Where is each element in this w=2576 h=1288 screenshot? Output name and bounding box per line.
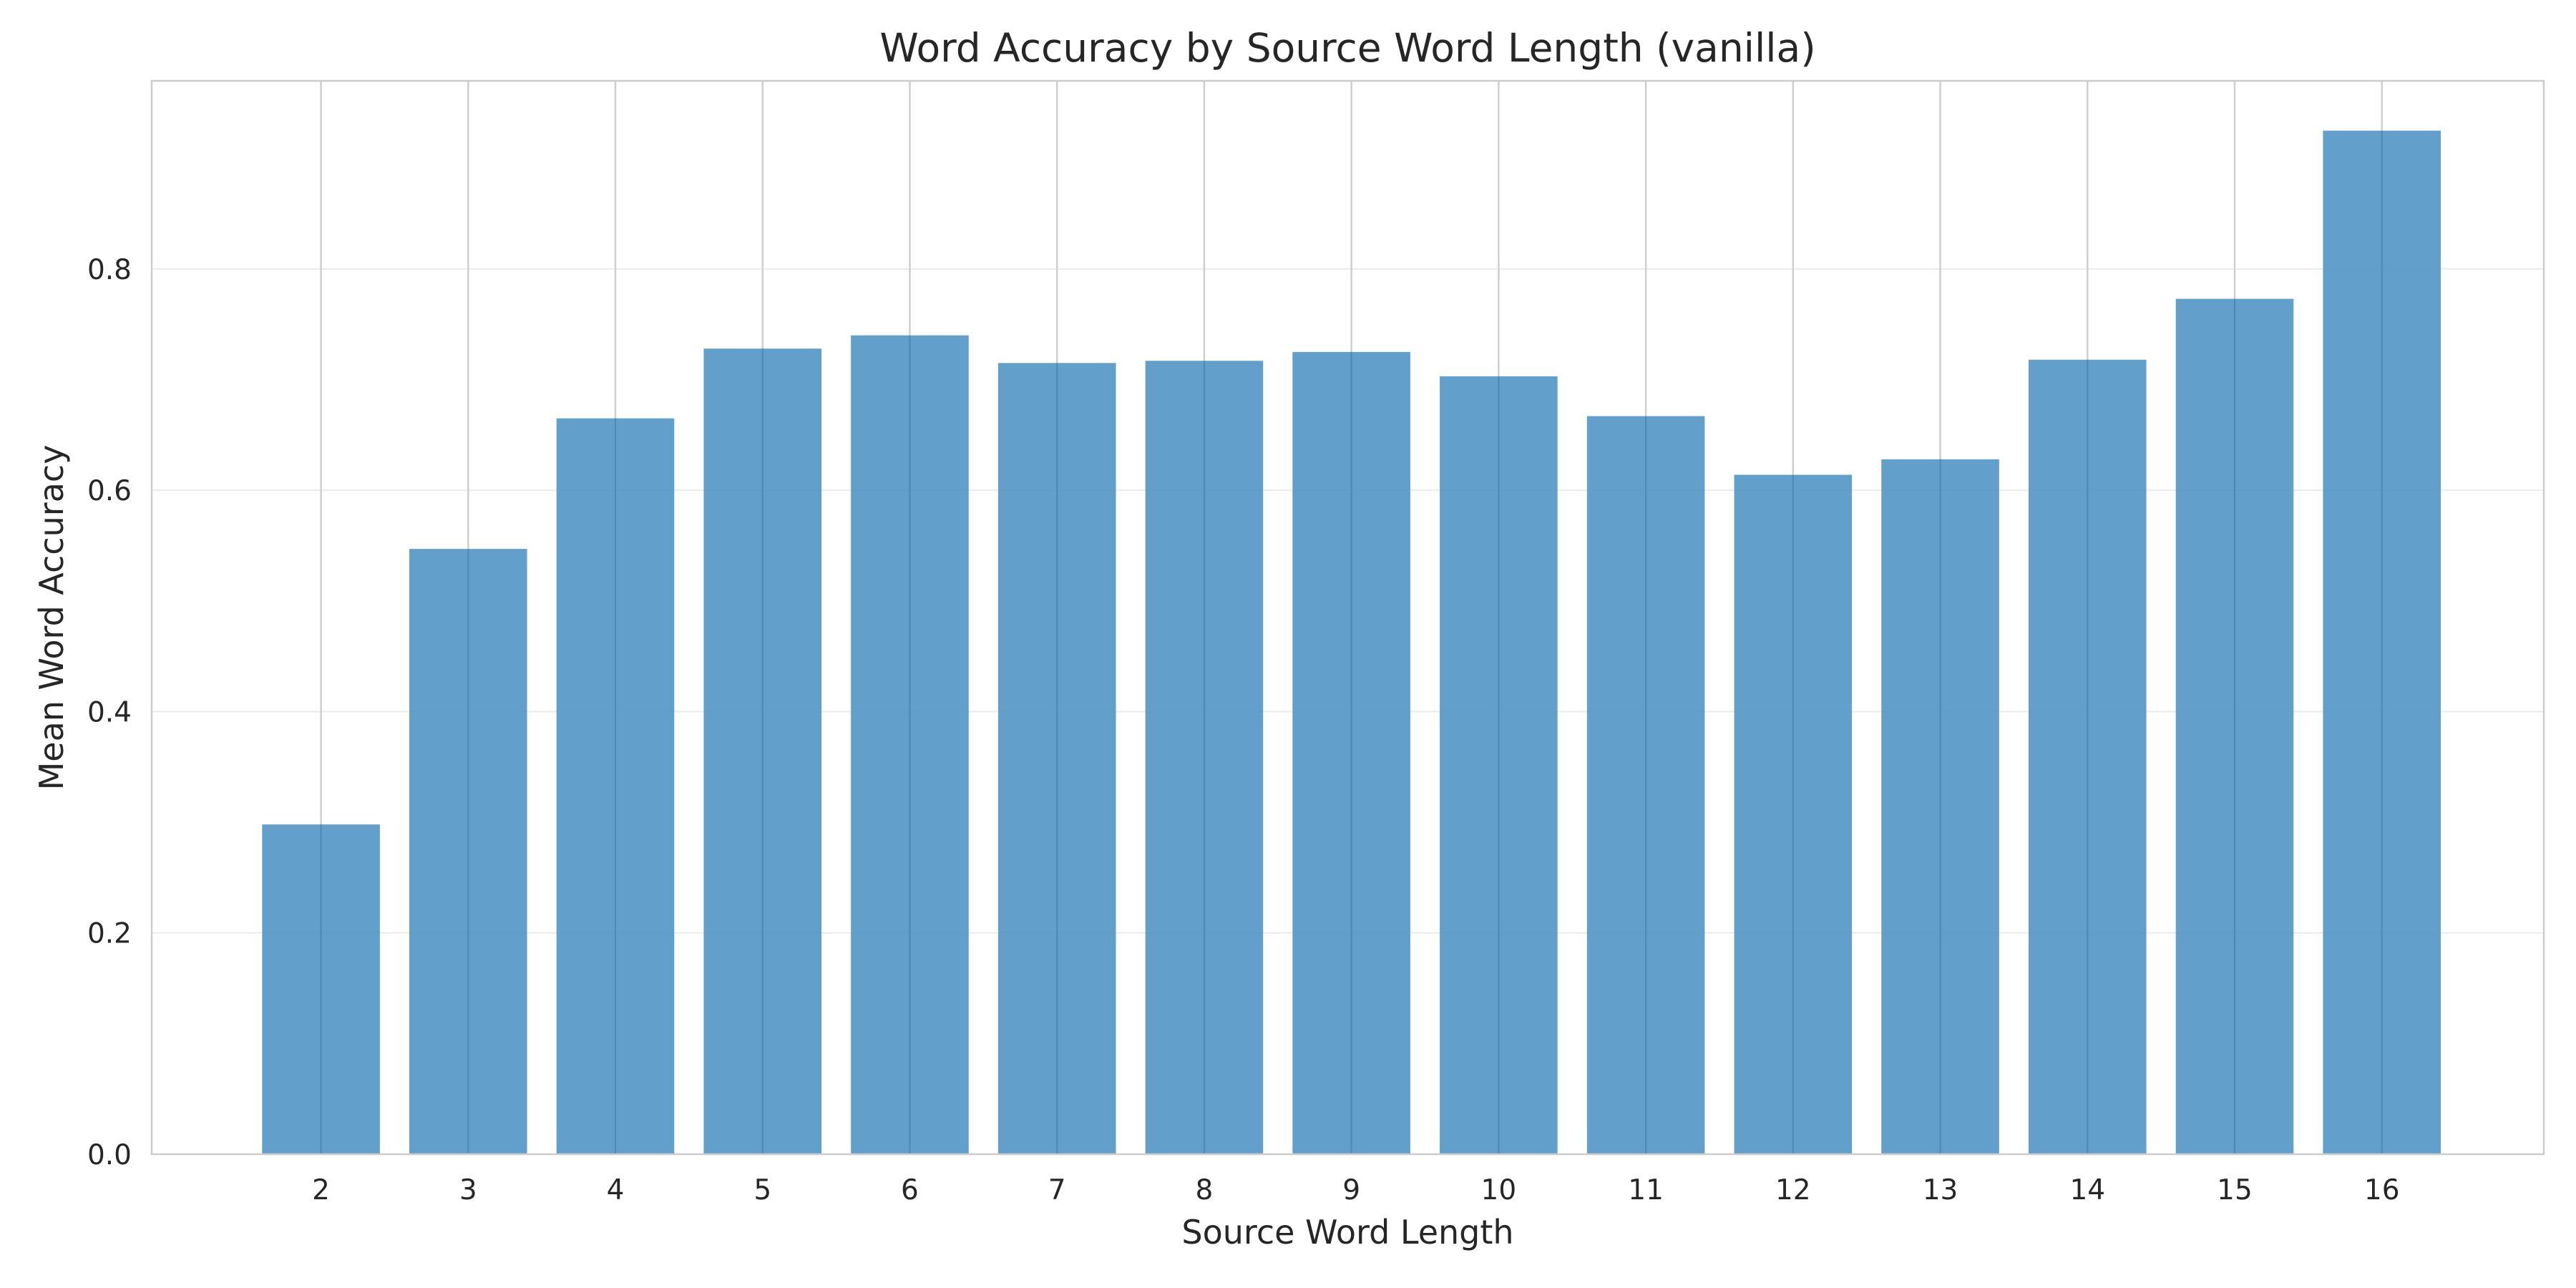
x-tick-label: 15 <box>2217 1174 2253 1206</box>
x-tick-labels: 2 3 4 5 6 7 8 9 10 11 12 13 14 15 16 <box>312 1174 2399 1206</box>
x-tick-label: 4 <box>607 1174 625 1206</box>
x-tick-label: 7 <box>1048 1174 1066 1206</box>
bar <box>2175 298 2294 1154</box>
bar <box>1734 474 1853 1154</box>
x-tick-label: 12 <box>1775 1174 1811 1206</box>
x-tick-label: 13 <box>1923 1174 1958 1206</box>
bar <box>1145 361 1264 1155</box>
x-tick-label: 10 <box>1481 1174 1517 1206</box>
bar <box>1440 376 1558 1154</box>
x-tick-label: 2 <box>312 1174 330 1206</box>
x-tick-label: 3 <box>459 1174 477 1206</box>
bar <box>997 363 1116 1155</box>
y-tick-label: 0.2 <box>87 918 132 950</box>
bar <box>409 549 527 1154</box>
y-tick-label: 0.6 <box>87 475 132 507</box>
bars <box>262 130 2441 1155</box>
plot-frame <box>150 79 2545 1156</box>
x-tick-label: 14 <box>2069 1174 2105 1206</box>
x-axis-label: Source Word Length <box>1181 1213 1513 1252</box>
bar <box>2028 359 2147 1155</box>
bar <box>1881 459 1999 1154</box>
x-tick-label: 16 <box>2364 1174 2400 1206</box>
y-tick-label: 0.0 <box>87 1139 132 1171</box>
x-tick-label: 8 <box>1196 1174 1214 1206</box>
y-axis-label: Mean Word Accuracy <box>32 445 71 791</box>
x-gridlines-overlay <box>320 130 2383 1154</box>
x-tick-label: 5 <box>753 1174 771 1206</box>
x-tick-label: 9 <box>1342 1174 1360 1206</box>
y-tick-label: 0.4 <box>87 696 132 728</box>
bar <box>556 418 675 1155</box>
bar <box>2323 130 2441 1154</box>
x-tick-label: 11 <box>1628 1174 1664 1206</box>
bar <box>703 348 822 1154</box>
bar <box>851 335 969 1154</box>
x-tick-label: 6 <box>901 1174 919 1206</box>
y-tick-label: 0.8 <box>87 254 132 286</box>
y-tick-labels: 0.0 0.2 0.4 0.6 0.8 <box>87 254 132 1171</box>
bar <box>1586 416 1705 1155</box>
bar <box>1292 351 1410 1154</box>
bar <box>262 824 380 1154</box>
chart-title: Word Accuracy by Source Word Length (van… <box>879 25 1815 71</box>
